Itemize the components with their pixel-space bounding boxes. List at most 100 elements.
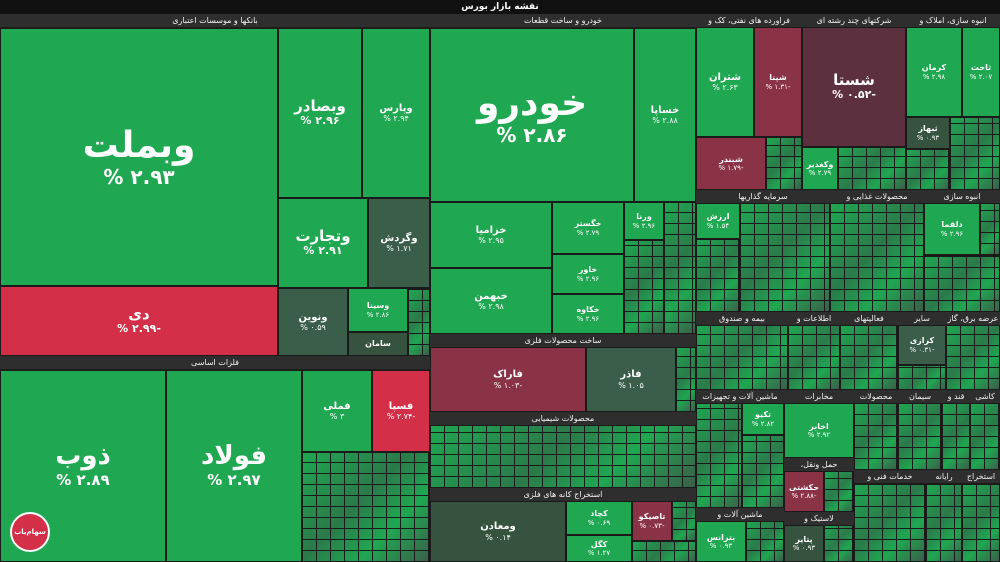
tile-hkeshti[interactable]: حکشتی -۲.۸۸ %: [784, 471, 824, 512]
sector-title: فلزات اساسی: [0, 356, 430, 369]
sector-title: فعالیتهای: [840, 312, 898, 325]
tile-dalqma[interactable]: دلقما ۲.۹۶ %: [924, 203, 980, 255]
sector-title: عرضه برق، گاز: [946, 312, 1000, 325]
tile-vernaa[interactable]: ورنا ۲.۹۶ %: [624, 202, 664, 240]
tiles-mosaic: [980, 203, 1000, 255]
tile-vnovin[interactable]: ونوین ۰.۵۹ %: [278, 288, 348, 356]
tiles-mosaic: [924, 255, 1000, 312]
sector-title: محصولات غذایی و: [830, 190, 924, 203]
tile-khazamia[interactable]: خزامیا ۲.۹۵ %: [430, 202, 552, 268]
tiles-mosaic: [302, 452, 430, 562]
tile-shepna[interactable]: شپنا -۱.۳۱ %: [754, 27, 802, 137]
tiles-mosaic: [788, 325, 840, 390]
tile-kama[interactable]: کرازی -۰.۳۱ %: [898, 325, 946, 365]
tile-akhtar[interactable]: اخابر ۲.۹۲ %: [784, 403, 854, 458]
sector-title: انبوه سازی: [924, 190, 1000, 203]
tile-kehad[interactable]: کچاد ۰.۶۹ %: [566, 501, 632, 535]
tiles-mosaic: [926, 483, 962, 562]
tile-khodro[interactable]: خودرو ۲.۸۶ %: [430, 28, 634, 202]
tile-fsapa[interactable]: فسپا -۲.۷۴ %: [372, 370, 430, 452]
sector-title: خدمات فنی و: [854, 470, 926, 483]
tiles-mosaic: [942, 403, 970, 470]
tile-ttampco[interactable]: تاصیکو -۰.۷۳ %: [632, 501, 672, 541]
tile-vtejarat[interactable]: وتجارت ۲.۹۱ %: [278, 198, 368, 288]
sector-title: رایانه: [926, 470, 962, 483]
site-logo: سهام‌یاب: [10, 512, 50, 552]
tile-fazar[interactable]: فاذر ۱.۰۵ %: [586, 347, 676, 412]
sector-title: بیمه و صندوق: [696, 312, 788, 325]
sector-title: ماشین آلات و: [696, 508, 784, 521]
sector-title: ساخت محصولات فلزی: [430, 334, 696, 347]
tiles-mosaic: [838, 147, 906, 190]
tile-vpars[interactable]: وپارس ۲.۹۴ %: [362, 28, 430, 198]
tile-faraak[interactable]: فاراک -۱.۰۳ %: [430, 347, 586, 412]
tile-vgardesh[interactable]: وگردش ۱.۷۱ %: [368, 198, 430, 288]
sector-title: لاستیک و: [784, 512, 854, 525]
sector-title: بانکها و موسسات اعتباری: [0, 14, 430, 27]
sector-title: شرکتهای چند رشته ای: [802, 14, 906, 27]
tile-kegol[interactable]: کگل ۱.۲۷ %: [566, 535, 632, 562]
tile-btrans[interactable]: بترانس ۰.۹۳ %: [696, 521, 746, 562]
tile-thbahaz[interactable]: ثبهاز ۰.۹۳ %: [906, 117, 950, 149]
tile-vmaadan[interactable]: ومعادن ۰.۱۴ %: [430, 501, 566, 562]
tiles-mosaic: [408, 288, 430, 356]
tiles-mosaic: [854, 403, 898, 470]
page-title: نقشه بازار بورس: [0, 0, 1000, 14]
tiles-mosaic: [970, 403, 1000, 470]
sector-title: مخابرات: [784, 390, 854, 403]
sector-title: فراورده های نفتی، کک و: [696, 14, 802, 27]
tiles-mosaic: [830, 203, 924, 312]
sector-title: سرمایه گذاریها: [696, 190, 830, 203]
sector-title: ماشین آلات و تجهیزات: [696, 390, 784, 403]
sector-title: انبوه سازی، املاک و: [906, 14, 1000, 27]
tile-dey[interactable]: دی -۲.۹۹ %: [0, 286, 278, 356]
tile-fameli[interactable]: فملی ۳ %: [302, 370, 372, 452]
tile-khsapa[interactable]: خساپا ۲.۸۸ %: [634, 28, 696, 202]
tile-vkadeer[interactable]: وکغدیر ۲.۷۹ %: [802, 147, 838, 190]
sector-title: قند و: [942, 390, 970, 403]
tiles-mosaic: [624, 240, 664, 334]
tile-vbmellat[interactable]: وبملت ۲.۹۳ %: [0, 28, 278, 286]
tiles-mosaic: [742, 435, 784, 508]
tile-saman[interactable]: سامان: [348, 332, 408, 356]
tiles-mosaic: [766, 137, 802, 190]
sector-title: محصولات: [854, 390, 898, 403]
tiles-mosaic: [696, 325, 788, 390]
tiles-mosaic: [946, 325, 1000, 390]
tiles-mosaic: [824, 471, 854, 512]
tiles-mosaic: [676, 347, 696, 412]
sector-title: سایر: [898, 312, 946, 325]
tile-shetran[interactable]: شتران ۲.۶۳ %: [696, 27, 754, 137]
tile-saabet[interactable]: ثاخت ۲.۰۷ %: [962, 27, 1000, 117]
tiles-mosaic: [740, 203, 830, 312]
tiles-mosaic: [962, 483, 1000, 562]
sector-title: سیمان: [898, 390, 942, 403]
tile-khavar[interactable]: خاور ۲.۹۶ %: [552, 254, 624, 294]
sector-title: اطلاعات و: [788, 312, 840, 325]
tiles-mosaic: [854, 483, 926, 562]
tiles-mosaic: [696, 403, 742, 508]
tile-kerman[interactable]: کرمان ۲.۹۸ %: [906, 27, 962, 117]
tile-vbsader[interactable]: وبصادر ۲.۹۶ %: [278, 28, 362, 198]
tile-khkaveh[interactable]: خکاوه ۲.۹۶ %: [552, 294, 624, 334]
tiles-mosaic: [430, 425, 696, 488]
tile-ptayer[interactable]: پتایر ۰.۹۳ %: [784, 525, 824, 562]
tiles-mosaic: [898, 365, 946, 390]
sector-title: محصولات شیمیایی: [430, 412, 696, 425]
tile-foolad[interactable]: فولاد ۲.۹۷ %: [166, 370, 302, 562]
tile-takieh[interactable]: تکیو ۲.۸۲ %: [742, 403, 784, 435]
sector-title: خودرو و ساخت قطعات: [430, 14, 696, 27]
tiles-mosaic: [664, 202, 696, 334]
tile-khgostar[interactable]: خگستر ۲.۷۹ %: [552, 202, 624, 254]
tiles-mosaic: [696, 239, 740, 312]
tile-vsina[interactable]: وسینا ۲.۸۶ %: [348, 288, 408, 332]
tiles-mosaic: [746, 521, 784, 562]
tile-khbahman[interactable]: خبهمن ۲.۹۸ %: [430, 268, 552, 334]
tiles-mosaic: [632, 541, 696, 562]
sector-title: استخراج: [962, 470, 1000, 483]
tile-shbandar[interactable]: شبندر -۱.۷۹ %: [696, 137, 766, 190]
sector-title: حمل ونقل،: [784, 458, 854, 471]
tile-shesta[interactable]: شستا -۰.۵۲ %: [802, 27, 906, 147]
tile-ahram[interactable]: ارزش ۱.۵۴ %: [696, 203, 740, 239]
tiles-mosaic: [898, 403, 942, 470]
